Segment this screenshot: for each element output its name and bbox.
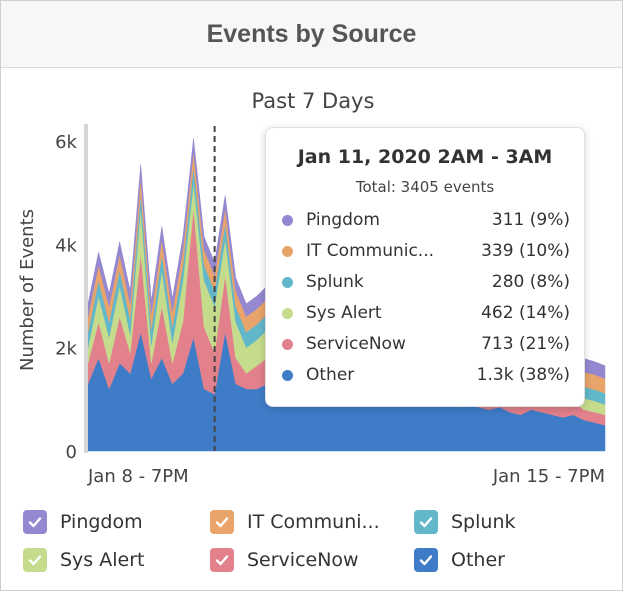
series-dot-icon	[282, 245, 293, 257]
series-dot-icon	[282, 338, 293, 350]
x-axis-ticks: Jan 8 - 7PM Jan 15 - 7PM	[87, 466, 605, 487]
legend-label: Splunk	[451, 511, 516, 533]
hover-tooltip: Jan 11, 2020 2AM - 3AM Total: 3405 event…	[265, 127, 585, 407]
checkbox-checked-icon[interactable]	[23, 510, 47, 534]
checkbox-checked-icon[interactable]	[210, 510, 234, 534]
legend-item-servicenow[interactable]: ServiceNow	[210, 545, 359, 575]
tooltip-row: Splunk 280 (8%)	[282, 270, 570, 294]
series-dot-icon	[282, 214, 293, 226]
checkbox-checked-icon[interactable]	[414, 548, 438, 572]
checkbox-checked-icon[interactable]	[210, 548, 234, 572]
tooltip-series-value: 280 (8%)	[491, 272, 570, 292]
y-tick-label: 6k	[55, 132, 77, 153]
tooltip-series-value: 311 (9%)	[491, 210, 570, 230]
series-dot-icon	[282, 307, 293, 319]
tooltip-series-value: 1.3k (38%)	[476, 365, 570, 385]
widget-title: Events by Source	[206, 19, 417, 48]
x-tick-label: Jan 15 - 7PM	[492, 466, 605, 487]
tooltip-row: IT Communic... 339 (10%)	[282, 239, 570, 263]
tooltip-series-name: ServiceNow	[306, 334, 406, 354]
x-tick-label: Jan 8 - 7PM	[87, 466, 189, 487]
y-tick-label: 2k	[55, 339, 77, 360]
widget-header: Events by Source	[1, 1, 622, 68]
legend-item-splunk[interactable]: Splunk	[414, 507, 516, 537]
legend-label: Other	[451, 549, 505, 571]
chart-title: Past 7 Days	[252, 89, 375, 113]
tooltip-series-value: 339 (10%)	[481, 241, 570, 261]
legend-item-pingdom[interactable]: Pingdom	[23, 507, 143, 537]
y-tick-label: 4k	[55, 235, 77, 256]
tooltip-series-name: Sys Alert	[306, 303, 382, 323]
tooltip-total: Total: 3405 events	[355, 178, 495, 196]
legend-item-other[interactable]: Other	[414, 545, 505, 575]
checkbox-checked-icon[interactable]	[23, 548, 47, 572]
tooltip-series-name: Other	[306, 365, 355, 385]
tooltip-series-name: IT Communic...	[306, 241, 435, 261]
checkbox-checked-icon[interactable]	[414, 510, 438, 534]
legend-item-it-communi[interactable]: IT Communi...	[210, 507, 380, 537]
tooltip-row: Sys Alert 462 (14%)	[282, 301, 570, 325]
tooltip-row: ServiceNow 713 (21%)	[282, 332, 570, 356]
legend-label: Sys Alert	[60, 549, 145, 571]
tooltip-row: Other 1.3k (38%)	[282, 363, 570, 387]
tooltip-series-value: 713 (21%)	[481, 334, 570, 354]
legend-label: IT Communi...	[247, 511, 380, 533]
series-dot-icon	[282, 369, 293, 381]
legend-label: ServiceNow	[247, 549, 359, 571]
y-tick-label: 0	[66, 442, 77, 463]
tooltip-title: Jan 11, 2020 2AM - 3AM	[297, 146, 553, 168]
tooltip-row: Pingdom 311 (9%)	[282, 208, 570, 232]
y-axis-ticks: 0 2k 4k 6k	[55, 132, 77, 463]
tooltip-series-name: Splunk	[306, 272, 364, 292]
y-axis-label: Number of Events	[17, 209, 38, 371]
series-dot-icon	[282, 276, 293, 288]
legend-item-sys-alert[interactable]: Sys Alert	[23, 545, 144, 575]
tooltip-series-name: Pingdom	[306, 210, 380, 230]
legend-label: Pingdom	[60, 511, 143, 533]
tooltip-series-value: 462 (14%)	[481, 303, 570, 323]
